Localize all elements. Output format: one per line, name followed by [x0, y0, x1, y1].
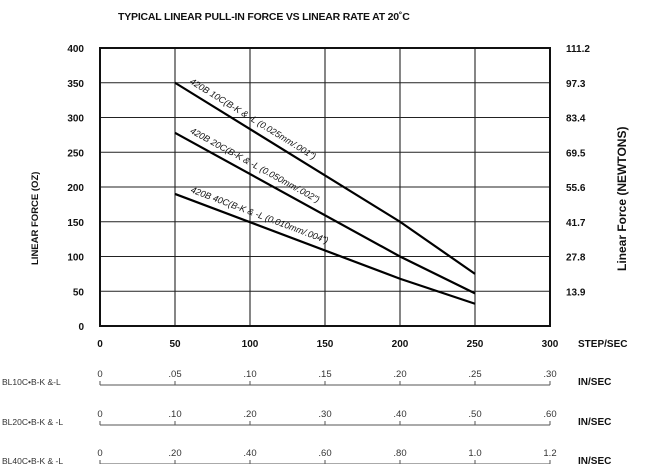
secondary-tick-label: .30 [318, 409, 331, 420]
y-right-tick-label: 111.2 [566, 44, 590, 55]
secondary-tick-label: 0 [97, 448, 102, 459]
y-right-tick-label: 55.6 [566, 183, 586, 194]
secondary-axis-unit: IN/SEC [578, 377, 611, 388]
secondary-axis-name: BL40C•B-K & -L [2, 456, 63, 464]
y-ticks-left: 0 50 100 150 200 250 300 350 400 [67, 44, 84, 333]
y-tick-label: 400 [67, 44, 84, 55]
secondary-tick-label: .50 [468, 409, 481, 420]
series-line [174, 81, 476, 275]
series-line [174, 131, 476, 295]
x-tick-label: 0 [97, 339, 103, 350]
y-tick-label: 200 [67, 183, 84, 194]
x-tick-label: 100 [242, 339, 259, 350]
y-axis-label: LINEAR FORCE (OZ) [30, 172, 41, 265]
y-right-tick-label: 97.3 [566, 79, 586, 90]
y-tick-label: 100 [67, 253, 84, 264]
x-tick-label: 300 [542, 339, 559, 350]
secondary-tick-label: .20 [243, 409, 256, 420]
grid [99, 47, 551, 327]
secondary-axis-name: BL10C•B-K &-L [2, 377, 61, 387]
series-label: 420B 10C(B-K & -L (0.025mm/.001") [188, 76, 318, 161]
secondary-tick-label: 1.0 [468, 448, 481, 459]
y-tick-label: 350 [67, 79, 84, 90]
secondary-tick-label: .15 [318, 369, 331, 380]
secondary-tick-label: .05 [168, 369, 181, 380]
y-right-tick-label: 69.5 [566, 148, 586, 159]
y-right-tick-label: 83.4 [566, 114, 586, 125]
y-tick-label: 50 [73, 287, 85, 298]
x-tick-label: 250 [467, 339, 484, 350]
secondary-tick-label: .60 [543, 409, 556, 420]
x-ticks: 0 50 100 150 200 250 300 [97, 339, 559, 350]
x-tick-label: 200 [392, 339, 409, 350]
secondary-tick-label: 0 [97, 369, 102, 380]
secondary-axis-unit: IN/SEC [578, 456, 611, 464]
y-tick-label: 300 [67, 114, 84, 125]
x-tick-label: 50 [169, 339, 181, 350]
x-axis-label: STEP/SEC [578, 339, 627, 350]
secondary-axis-unit: IN/SEC [578, 417, 611, 428]
y-axis-label-right: Linear Force (NEWTONS) [615, 127, 629, 271]
secondary-tick-label: .25 [468, 369, 481, 380]
y-tick-label: 150 [67, 218, 84, 229]
y-right-tick-label: 13.9 [566, 287, 586, 298]
y-right-tick-label: 41.7 [566, 218, 586, 229]
y-tick-label: 0 [78, 322, 84, 333]
secondary-tick-label: .10 [168, 409, 181, 420]
secondary-tick-label: 1.2 [543, 448, 556, 459]
y-ticks-right: 13.9 27.8 41.7 55.6 69.5 83.4 97.3 111.2 [566, 44, 590, 298]
series-line [174, 192, 476, 305]
series-lines [174, 81, 476, 305]
x-tick-label: 150 [317, 339, 334, 350]
secondary-axis: 0 .10 .20 .30 .40 .50 .60 BL20C•B-K & -L IN/SEC [2, 409, 611, 428]
secondary-axes: 0 .05 .10 .15 .20 .25 .30 BL10C•B-K &-L IN/SEC 0.… [2, 369, 611, 464]
y-right-tick-label: 27.8 [566, 253, 586, 264]
secondary-tick-label: .10 [243, 369, 256, 380]
secondary-tick-label: .40 [243, 448, 256, 459]
series-labels: 420B 10C(B-K & -L (0.025mm/.001")420B 20… [188, 76, 330, 245]
chart-title: TYPICAL LINEAR PULL-IN FORCE VS LINEAR R… [118, 11, 410, 23]
y-tick-label: 250 [67, 148, 84, 159]
secondary-tick-label: .80 [393, 448, 406, 459]
secondary-tick-label: .60 [318, 448, 331, 459]
plot-frame [99, 47, 551, 327]
secondary-tick-label: .20 [168, 448, 181, 459]
secondary-tick-label: 0 [97, 409, 102, 420]
secondary-tick-label: .30 [543, 369, 556, 380]
secondary-axis-name: BL20C•B-K & -L [2, 417, 63, 427]
secondary-tick-label: .40 [393, 409, 406, 420]
secondary-tick-label: .20 [393, 369, 406, 380]
secondary-axis: 0 .05 .10 .15 .20 .25 .30 BL10C•B-K &-L IN/SEC [2, 369, 611, 388]
secondary-axis: 0 .20 .40 .60 .80 1.0 1.2 BL40C•B-K & -L IN/SEC [2, 448, 611, 464]
